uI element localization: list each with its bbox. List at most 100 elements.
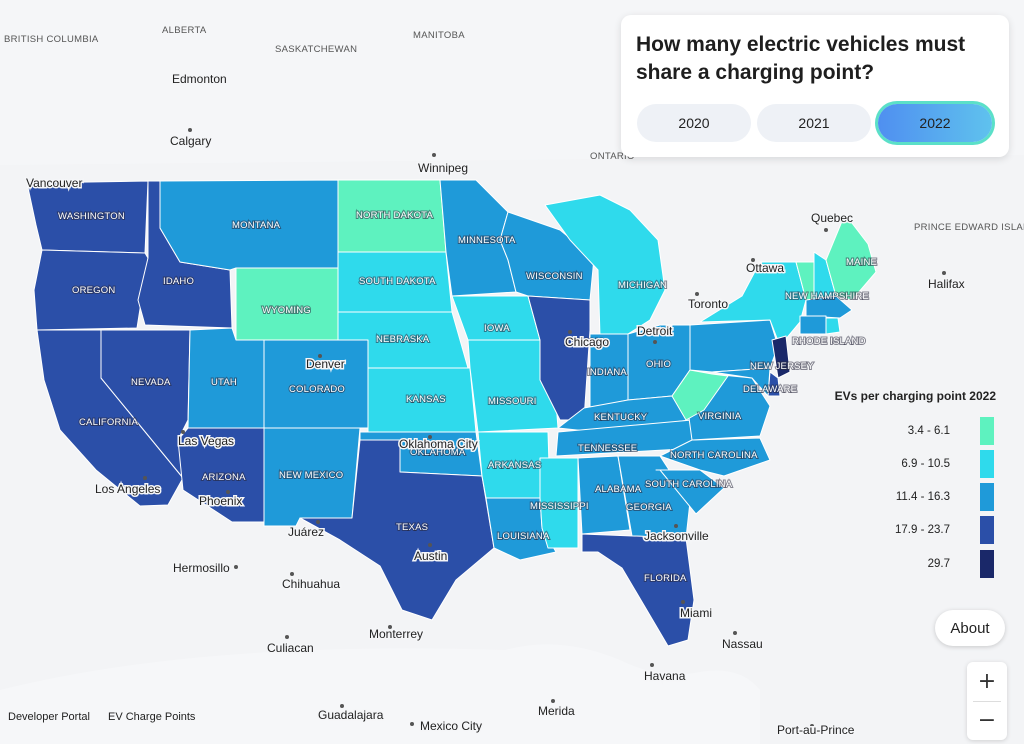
map-label-city: Miami — [680, 606, 712, 620]
state-label: LOUISIANA — [497, 531, 550, 542]
city-marker — [318, 354, 322, 358]
legend-label: 29.7 — [927, 558, 950, 570]
map-label-city: Jacksonville — [644, 529, 709, 543]
map-label-region: SASKATCHEWAN — [275, 44, 357, 55]
map-label-city: Ottawa — [746, 261, 784, 275]
city-marker — [234, 565, 238, 569]
city-marker — [340, 704, 344, 708]
state-label: MISSISSIPPI — [530, 501, 589, 512]
map-label-region: ALBERTA — [162, 25, 207, 36]
state-label: IDAHO — [163, 276, 194, 287]
state-texas[interactable] — [299, 439, 495, 621]
city-marker — [428, 543, 432, 547]
state-label: NEVADA — [131, 377, 171, 388]
zoom-in-button[interactable]: + — [977, 669, 997, 694]
zoom-out-button[interactable]: − — [977, 708, 997, 733]
map-label-region: BRITISH COLUMBIA — [4, 34, 99, 45]
state-label: TEXAS — [396, 522, 428, 533]
about-button[interactable]: About — [935, 610, 1005, 646]
map-label-city: Winnipeg — [418, 161, 468, 175]
map-label-city: Chihuahua — [282, 577, 340, 591]
state-label: KENTUCKY — [594, 412, 648, 423]
state-connecticut[interactable] — [799, 315, 827, 335]
state-label: NORTH CAROLINA — [670, 450, 758, 461]
state-label: DELAWARE — [743, 384, 797, 395]
city-marker — [285, 635, 289, 639]
year-button-2021[interactable]: 2021 — [757, 104, 871, 142]
state-label: ILLINOIS — [564, 337, 605, 348]
map-label-city: Hermosillo — [173, 561, 230, 575]
state-maryland[interactable] — [711, 367, 771, 397]
legend-label: 6.9 - 10.5 — [901, 458, 950, 470]
state-label: MAINE — [846, 257, 877, 268]
ev-charge-points-link[interactable]: EV Charge Points — [108, 711, 196, 723]
state-label: UTAH — [211, 377, 237, 388]
state-label: TENNESSEE — [578, 443, 637, 454]
legend-swatch — [980, 516, 994, 544]
city-marker — [181, 430, 185, 434]
city-marker — [188, 128, 192, 132]
city-marker — [674, 524, 678, 528]
map-label-city: Guadalajara — [318, 708, 384, 722]
state-label: NEBRASKA — [376, 334, 430, 345]
state-label: NEW JERSEY — [750, 361, 814, 372]
state-label: WYOMING — [262, 305, 311, 316]
city-marker — [428, 435, 432, 439]
state-label: NEW HAMPSHIRE — [785, 291, 869, 302]
map-label-city: Oklahoma City — [399, 437, 478, 451]
map-label-city: Las Vegas — [178, 434, 234, 448]
state-alabama[interactable] — [577, 455, 631, 535]
city-marker — [290, 572, 294, 576]
state-label: ALABAMA — [595, 484, 642, 495]
legend-item: 29.7 — [880, 550, 994, 580]
state-massachusetts[interactable] — [805, 295, 853, 319]
state-wyoming[interactable] — [235, 267, 339, 341]
legend-swatch — [980, 450, 994, 478]
state-rhode-island[interactable] — [825, 317, 841, 335]
question-card: How many electric vehicles must share a … — [621, 15, 1009, 157]
year-button-2020[interactable]: 2020 — [637, 104, 751, 142]
legend-swatch — [980, 483, 994, 511]
map-label-city: Denver — [306, 357, 345, 371]
city-marker — [695, 292, 699, 296]
city-marker — [653, 340, 657, 344]
map-label-city: Toronto — [688, 297, 728, 311]
map-label-city: Juárez — [288, 525, 324, 539]
state-south-carolina[interactable] — [655, 469, 725, 515]
map-label-city: Nassau — [722, 637, 763, 651]
developer-portal-link[interactable]: Developer Portal — [8, 711, 90, 723]
state-label: ARIZONA — [202, 472, 246, 483]
year-button-2022[interactable]: 2022 — [878, 104, 992, 142]
map-label-region: ONTARIO — [590, 151, 635, 162]
map-label-city: Detroit — [637, 324, 673, 338]
state-florida[interactable] — [581, 533, 695, 647]
legend-label: 11.4 - 16.3 — [895, 491, 950, 503]
map-label-city: Los Angeles — [95, 482, 160, 496]
state-new-jersey[interactable] — [771, 335, 791, 379]
zoom-divider — [973, 701, 1001, 702]
map-label-city: Port-au-Prince — [777, 723, 855, 737]
city-marker — [751, 258, 755, 262]
state-michigan[interactable] — [544, 194, 666, 337]
legend-swatch — [980, 550, 994, 578]
map-label-city: Edmonton — [172, 72, 227, 86]
state-label: OHIO — [646, 359, 671, 370]
state-label: INDIANA — [587, 367, 627, 378]
legend-item: 11.4 - 16.3 — [880, 483, 994, 513]
state-oregon[interactable] — [33, 249, 149, 331]
state-label: MONTANA — [232, 220, 281, 231]
state-label: WISCONSIN — [526, 271, 583, 282]
state-label: GEORGIA — [626, 502, 672, 513]
state-label: RHODE ISLAND — [792, 336, 866, 347]
legend-label: 17.9 - 23.7 — [895, 524, 950, 536]
legend-item: 3.4 - 6.1 — [880, 417, 994, 447]
state-label: COLORADO — [289, 384, 345, 395]
state-north-carolina[interactable] — [659, 437, 771, 477]
city-marker — [551, 699, 555, 703]
state-label: SOUTH DAKOTA — [359, 276, 436, 287]
state-label: IOWA — [484, 323, 510, 334]
map-label-city: Havana — [644, 669, 686, 683]
city-marker — [432, 153, 436, 157]
map-label-city: Vancouver — [26, 176, 82, 190]
city-marker — [650, 663, 654, 667]
